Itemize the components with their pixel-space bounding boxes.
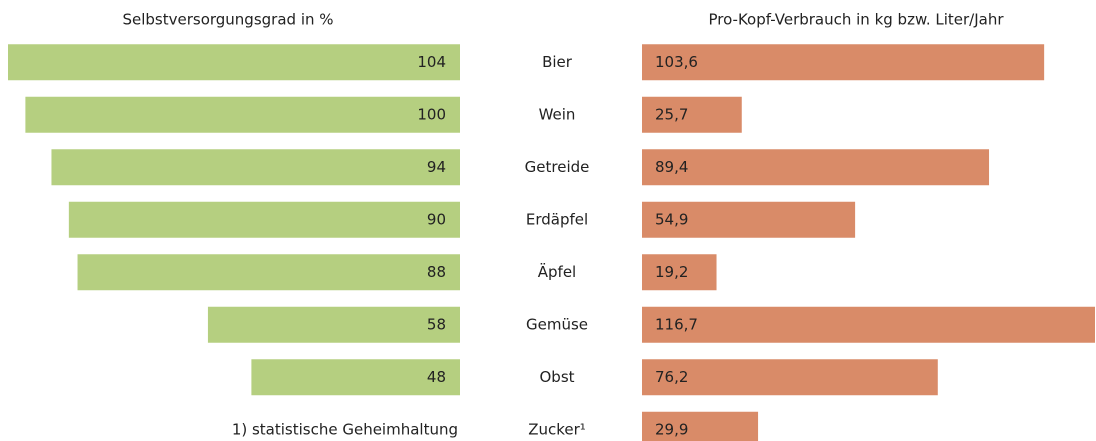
value-label: 48 [427,368,446,386]
value-label: 29,9 [655,420,688,438]
bar [642,201,856,238]
bar [642,411,759,441]
value-label: 90 [427,210,446,228]
bar [642,96,742,133]
bar [25,96,461,133]
value-label: 19,2 [655,263,688,281]
category-label: Gemüse [526,315,588,333]
value-label: 116,7 [655,315,698,333]
value-label: 104 [417,53,446,71]
value-label: 25,7 [655,105,688,123]
category-label: Äpfel [538,262,576,281]
bar [207,306,460,343]
value-label: 94 [427,158,446,176]
value-label: 100 [417,105,446,123]
value-label: 88 [427,263,446,281]
bar [642,254,717,291]
value-label: 103,6 [655,53,698,71]
annotation: 1) statistische Geheimhaltung [232,420,458,438]
bar [642,359,938,396]
value-label: 76,2 [655,368,688,386]
category-label: Getreide [525,158,590,176]
value-label: 54,9 [655,210,688,228]
value-label: 89,4 [655,158,688,176]
bar [68,201,460,238]
bar [642,44,1045,81]
right-title: Pro-Kopf-Verbrauch in kg bzw. Liter/Jahr [708,11,1004,29]
bar [642,149,990,186]
left-title: Selbstversorgungsgrad in % [122,11,333,29]
bar [8,44,460,81]
bar [77,254,461,291]
category-label: Obst [539,368,574,386]
bar [51,149,460,186]
category-label: Erdäpfel [526,210,588,228]
bar [251,359,460,396]
bar [642,306,1095,343]
category-label: Zucker¹ [528,420,586,438]
value-label: 58 [427,315,446,333]
category-label: Bier [542,53,573,71]
category-label: Wein [539,105,576,123]
